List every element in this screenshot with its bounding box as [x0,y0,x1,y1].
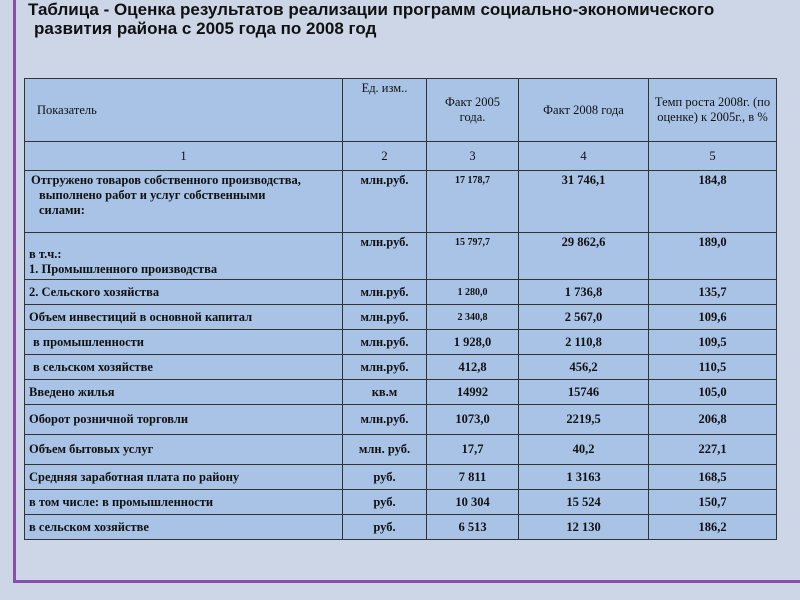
cell: 227,1 [648,434,777,465]
row-label: 2. Сельского хозяйства [24,279,343,305]
row-label: Объем бытовых услуг [24,434,343,465]
row-label: в сельском хозяйстве [24,514,343,540]
cell: 1073,0 [426,404,519,435]
row-label: Объем инвестиций в основной капитал [24,304,343,330]
cell: руб. [342,489,427,515]
cell: 184,8 [648,170,777,233]
column-number: 4 [518,141,649,171]
header-cell: Показатель [24,78,343,142]
cell: 2 567,0 [518,304,649,330]
header-cell: Ед. изм.. [342,78,427,142]
table-row: в промышленности млн.руб. 1 928,0 2 110,8 10… [24,329,777,355]
cell: 15 797,7 [426,232,519,280]
cell: 456,2 [518,354,649,380]
cell: 10 304 [426,489,519,515]
cell: млн.руб. [342,232,427,280]
cell: 12 130 [518,514,649,540]
cell: 109,5 [648,329,777,355]
cell: 168,5 [648,464,777,490]
table-row: Введено жилья кв.м 14992 15746 105,0 [24,379,777,405]
cell: 2 340,8 [426,304,519,330]
table-row: 2. Сельского хозяйства млн.руб. 1 280,0 1 7… [24,279,777,305]
cell: млн.руб. [342,329,427,355]
table-row: в том числе: в промышленности руб. 10 304 1… [24,489,777,515]
frame-line [13,580,800,583]
cell: 1 3163 [518,464,649,490]
data-table: Показатель Ед. изм.. Факт 2005 года. Факт 2… [24,78,777,540]
cell: 40,2 [518,434,649,465]
row-label: Средняя заработная плата по району [24,464,343,490]
table-row: Средняя заработная плата по району руб. 7 … [24,464,777,490]
table-row: в сельском хозяйстве млн.руб. 412,8 456,2 11… [24,354,777,380]
table-row: Объем бытовых услуг млн. руб. 17,7 40,2 227,… [24,434,777,465]
header-row: Показатель Ед. изм.. Факт 2005 года. Факт 2… [24,78,777,142]
column-number: 3 [426,141,519,171]
row-label: Отгружено товаров собственного производс… [24,170,343,233]
cell: 206,8 [648,404,777,435]
cell: 2 110,8 [518,329,649,355]
cell: 17,7 [426,434,519,465]
row-label: в т.ч.: 1. Промышленного производства [24,232,343,280]
frame-line [13,0,16,582]
title-line: развития района с 2005 года по 2008 год [34,19,377,38]
cell: 109,6 [648,304,777,330]
column-number: 2 [342,141,427,171]
row-label: Оборот розничной торговли [24,404,343,435]
cell: 1 736,8 [518,279,649,305]
cell: 6 513 [426,514,519,540]
cell: руб. [342,464,427,490]
cell: 1 928,0 [426,329,519,355]
cell: 1 280,0 [426,279,519,305]
row-label: в промышленности [24,329,343,355]
row-label: Введено жилья [24,379,343,405]
cell: 15746 [518,379,649,405]
header-cell: Факт 2008 года [518,78,649,142]
row-label: в том числе: в промышленности [24,489,343,515]
cell: млн.руб. [342,170,427,233]
table-row: Объем инвестиций в основной капитал млн.р… [24,304,777,330]
cell: 2219,5 [518,404,649,435]
row-label: в сельском хозяйстве [24,354,343,380]
cell: 189,0 [648,232,777,280]
header-cell: Факт 2005 года. [426,78,519,142]
column-number: 1 [24,141,343,171]
table-row: в сельском хозяйстве руб. 6 513 12 130 186,2 [24,514,777,540]
cell: млн.руб. [342,354,427,380]
cell: 17 178,7 [426,170,519,233]
cell: млн.руб. [342,304,427,330]
cell: руб. [342,514,427,540]
cell: 105,0 [648,379,777,405]
cell: млн.руб. [342,404,427,435]
cell: млн. руб. [342,434,427,465]
column-number: 5 [648,141,777,171]
cell: 31 746,1 [518,170,649,233]
title: Таблица - Оценка результатов реализации … [28,0,790,38]
cell: кв.м [342,379,427,405]
title-line: Таблица - Оценка результатов реализации … [28,0,715,19]
cell: 14992 [426,379,519,405]
cell: 135,7 [648,279,777,305]
cell: 15 524 [518,489,649,515]
cell: 7 811 [426,464,519,490]
cell: 29 862,6 [518,232,649,280]
header-cell: Темп роста 2008г. (по оценке) к 2005г., … [648,78,777,142]
cell: 186,2 [648,514,777,540]
cell: млн.руб. [342,279,427,305]
cell: 150,7 [648,489,777,515]
table-row: Оборот розничной торговли млн.руб. 1073,0 2… [24,404,777,435]
table-row: в т.ч.: 1. Промышленного производства млн… [24,232,777,280]
cell: 110,5 [648,354,777,380]
cell: 412,8 [426,354,519,380]
table-row: Отгружено товаров собственного производс… [24,170,777,233]
